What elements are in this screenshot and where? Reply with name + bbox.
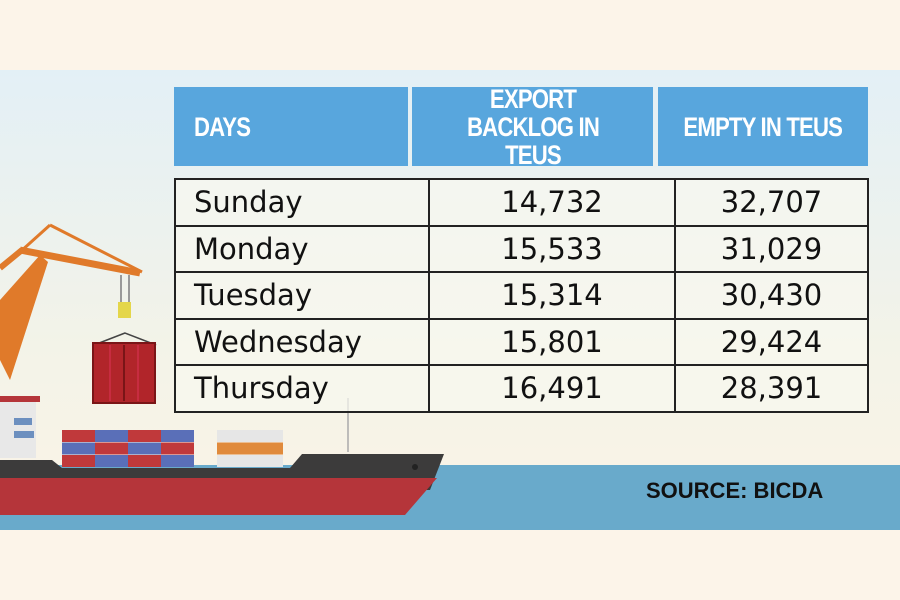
header-label: DAYS	[194, 111, 251, 142]
day-cell: Monday	[174, 224, 430, 273]
data-table: Sunday 14,732 32,707 Monday 15,533 31,029 Tu…	[174, 178, 869, 413]
deck-container	[62, 442, 95, 455]
header-label: EMPTY IN TEUS	[683, 111, 844, 142]
deck-container	[250, 442, 283, 455]
deck-container	[161, 442, 194, 455]
deck-container	[95, 455, 128, 467]
empty-cell: 29,424	[674, 317, 869, 366]
table-row: Tuesday 15,314 30,430	[174, 271, 869, 320]
column-header-empty: EMPTY IN TEUS	[658, 87, 868, 166]
day-cell: Wednesday	[174, 317, 430, 366]
column-header-days: DAYS	[174, 87, 408, 166]
header-label: EXPORT BACKLOG IN TEUS	[466, 83, 599, 170]
export-cell: 15,533	[428, 224, 676, 273]
deck-container	[217, 430, 250, 442]
deck-container	[217, 455, 250, 467]
deck-container	[62, 455, 95, 467]
export-cell: 14,732	[428, 178, 676, 227]
deck-container	[95, 442, 128, 455]
ship-icon	[0, 396, 444, 515]
deck-container	[161, 455, 194, 467]
deck-container	[161, 430, 194, 442]
export-cell: 16,491	[428, 364, 676, 413]
column-header-export-backlog: EXPORT BACKLOG IN TEUS	[412, 83, 653, 170]
day-cell: Thursday	[174, 364, 430, 413]
export-cell: 15,801	[428, 317, 676, 366]
table-row: Wednesday 15,801 29,424	[174, 317, 869, 366]
container-hanging-icon	[92, 342, 156, 404]
deck-container	[128, 430, 161, 442]
deck-container	[250, 455, 283, 467]
source-credit: SOURCE: BICDA	[646, 478, 824, 503]
day-cell: Sunday	[174, 178, 430, 227]
crane-icon	[0, 223, 157, 380]
empty-cell: 31,029	[674, 224, 869, 273]
table-row: Monday 15,533 31,029	[174, 224, 869, 273]
deck-container	[250, 430, 283, 442]
table-row: Sunday 14,732 32,707	[174, 178, 869, 227]
deck-container	[128, 442, 161, 455]
deck-container	[217, 442, 250, 455]
deck-container	[128, 455, 161, 467]
empty-cell: 28,391	[674, 364, 869, 413]
deck-container	[62, 430, 95, 442]
export-cell: 15,314	[428, 271, 676, 320]
day-cell: Tuesday	[174, 271, 430, 320]
deck-container	[95, 430, 128, 442]
table-row: Thursday 16,491 28,391	[174, 364, 869, 413]
empty-cell: 32,707	[674, 178, 869, 227]
empty-cell: 30,430	[674, 271, 869, 320]
